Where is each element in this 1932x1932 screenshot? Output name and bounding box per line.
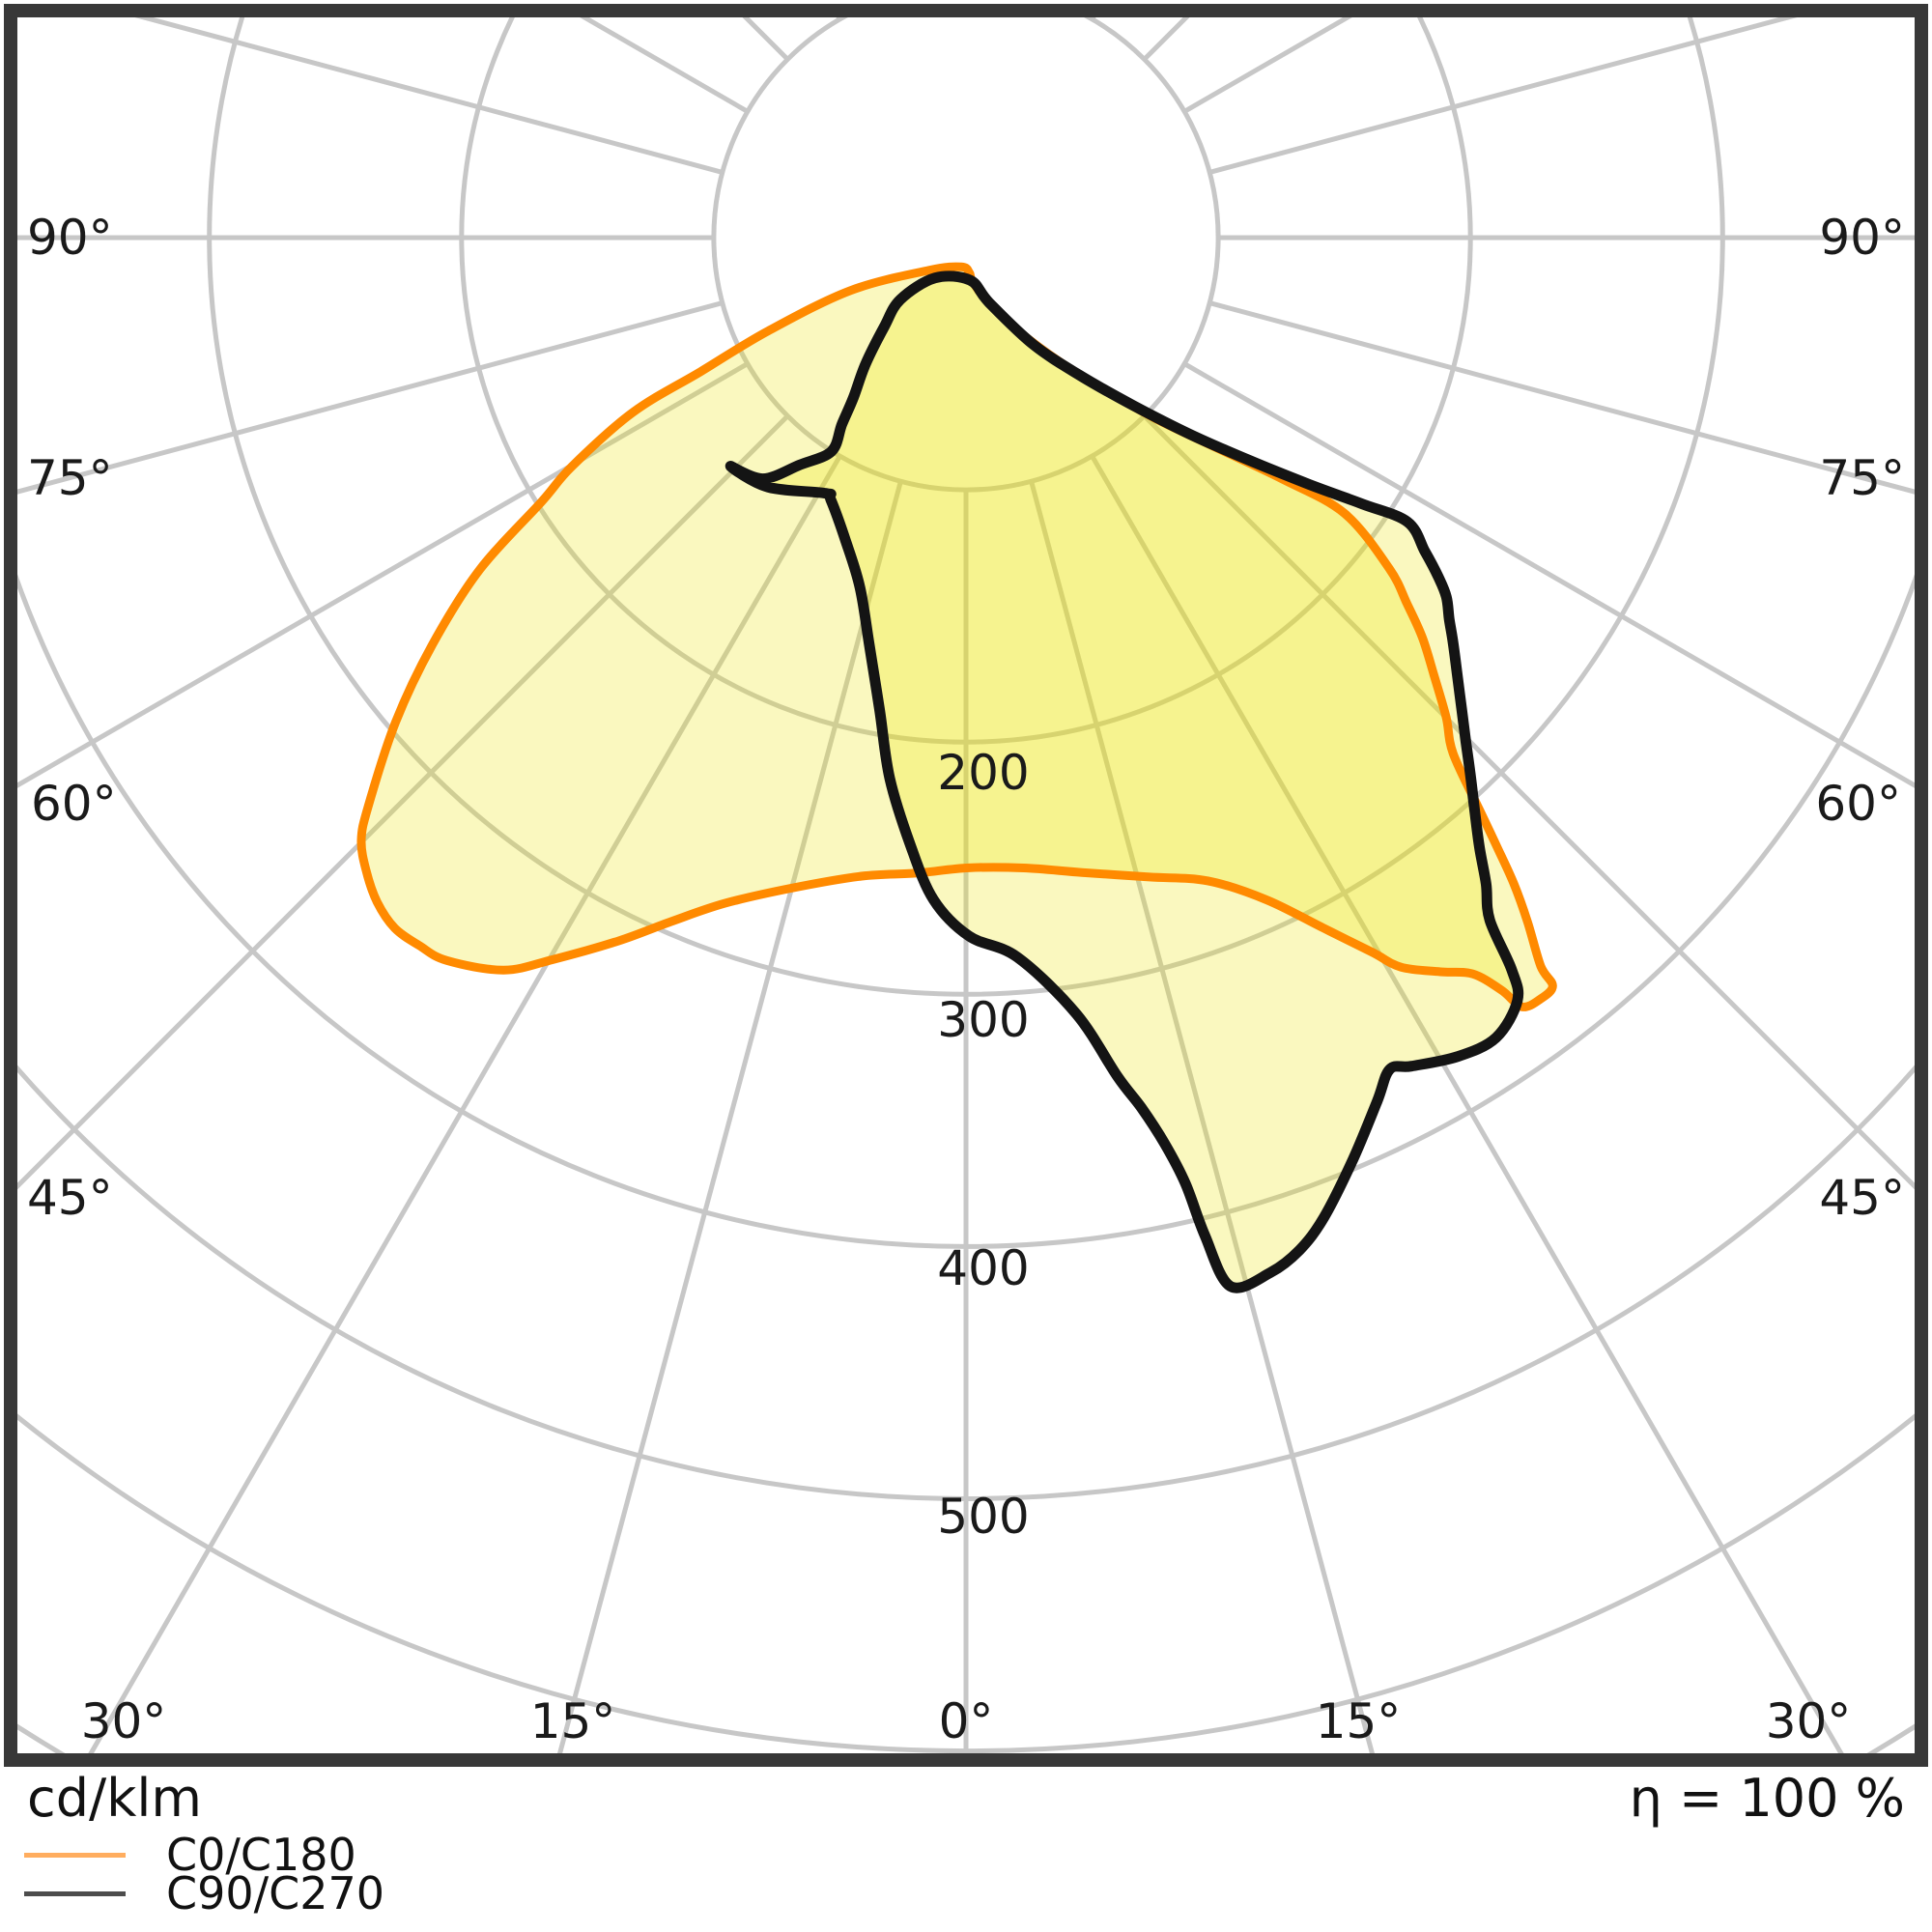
curve-fill-c90-c270 <box>730 275 1519 1289</box>
angle-tick-label: 90° <box>1819 210 1905 266</box>
angle-tick-label: 75° <box>27 450 113 506</box>
curve-strokes <box>356 262 1557 1293</box>
angle-tick-label: 15° <box>530 1693 616 1749</box>
axis-labels: 200 300 400 500 90° 75° 60° 45° 90° 75° 60° 45° 30° 1… <box>27 210 1905 1749</box>
plot-frame <box>4 4 1928 1767</box>
angle-tick-label: 0° <box>939 1693 994 1749</box>
angle-tick-label: 90° <box>27 210 113 266</box>
ring-value-label: 400 <box>937 1240 1029 1296</box>
grid-spoke <box>1142 413 1915 1190</box>
legend-label: C0/C180 <box>166 1829 356 1881</box>
legend-label: C90/C270 <box>166 1867 385 1919</box>
grid-spoke <box>1208 17 1798 175</box>
legend-item-c90-c270: C90/C270 <box>24 1867 384 1919</box>
grid-spoke <box>17 413 790 1190</box>
units-label: cd/klm <box>27 1768 203 1829</box>
ring-value-label: 500 <box>937 1489 1029 1545</box>
grid-spoke <box>134 17 724 175</box>
angle-tick-label: 45° <box>1819 1170 1905 1226</box>
curve-fills <box>360 267 1553 1289</box>
angle-tick-label: 60° <box>31 776 117 832</box>
curve-c90-c270 <box>724 270 1524 1293</box>
angle-tick-label: 75° <box>1819 450 1905 506</box>
angle-tick-label: 45° <box>27 1170 113 1226</box>
legend-line-icon <box>24 1852 126 1858</box>
grid-spoke <box>556 480 903 1753</box>
grid-spoke <box>1208 300 1915 495</box>
ring-value-label: 200 <box>937 745 1029 801</box>
angle-tick-label: 30° <box>81 1693 167 1749</box>
angle-tick-label: 15° <box>1316 1693 1402 1749</box>
curve-fill-c0-c180 <box>360 267 1553 1008</box>
grid-spoke <box>17 361 750 788</box>
ring-value-label: 300 <box>937 992 1029 1048</box>
grid-spoke <box>1029 480 1376 1753</box>
legend-item-c0-c180: C0/C180 <box>24 1829 384 1881</box>
legend-line-icon <box>24 1890 126 1896</box>
legend: C0/C180 C90/C270 <box>24 1829 384 1919</box>
grid-spoke <box>1090 454 1844 1753</box>
grid-spoke <box>1182 361 1915 788</box>
angle-tick-label: 30° <box>1766 1693 1852 1749</box>
grid-spoke <box>88 454 842 1753</box>
angle-tick-label: 60° <box>1815 776 1901 832</box>
efficiency-label: η = 100 % <box>1629 1768 1905 1829</box>
grid-spoke <box>17 300 724 495</box>
curve-c0-c180 <box>356 262 1557 1011</box>
